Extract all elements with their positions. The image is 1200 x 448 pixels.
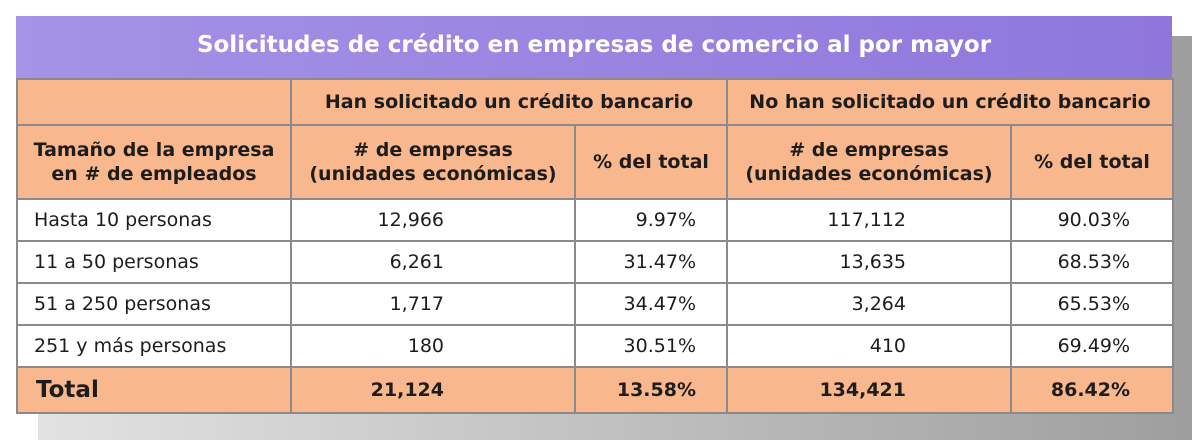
- column-header-requested-pct: % del total: [574, 124, 728, 200]
- table-row: Hasta 10 personas 12,966 9.97% 117,112 9…: [16, 198, 1175, 242]
- requested-pct-cell: 31.47%: [574, 240, 728, 284]
- group-header-not-requested: No han solicitado un crédito bancario: [725, 78, 1175, 126]
- requested-count-cell: 12,966: [290, 198, 576, 242]
- count-header-line2: (unidades económicas): [745, 163, 993, 185]
- table-row: 51 a 250 personas 1,717 34.47% 3,264 65.…: [16, 282, 1175, 326]
- table-row: 251 y más personas 180 30.51% 410 69.49%: [16, 324, 1175, 368]
- total-not-requested-pct: 86.42%: [1009, 366, 1175, 414]
- requested-pct-cell: 34.47%: [574, 282, 728, 326]
- total-requested-count: 21,124: [290, 366, 576, 414]
- requested-count-cell: 1,717: [290, 282, 576, 326]
- credit-requests-table: Han solicitado un crédito bancario No ha…: [16, 78, 1175, 414]
- total-requested-pct: 13.58%: [574, 366, 728, 414]
- requested-pct-cell: 9.97%: [574, 198, 728, 242]
- count-header-line1: # de empresas: [353, 139, 513, 161]
- group-header-requested: Han solicitado un crédito bancario: [290, 78, 728, 126]
- company-size-header-line1: Tamaño de la empresa: [33, 139, 275, 161]
- total-not-requested-count: 134,421: [726, 366, 1012, 414]
- table-row: 11 a 50 personas 6,261 31.47% 13,635 68.…: [16, 240, 1175, 284]
- count-header-line1: # de empresas: [789, 139, 949, 161]
- not-requested-pct-cell: 90.03%: [1009, 198, 1175, 242]
- group-header-row: Han solicitado un crédito bancario No ha…: [16, 78, 1175, 126]
- column-header-row: Tamaño de la empresa en # de empleados #…: [16, 124, 1175, 200]
- table-title: Solicitudes de crédito en empresas de co…: [16, 16, 1172, 78]
- requested-count-cell: 180: [290, 324, 576, 368]
- not-requested-count-cell: 13,635: [726, 240, 1012, 284]
- not-requested-count-cell: 410: [726, 324, 1012, 368]
- column-header-not-requested-count: # de empresas (unidades económicas): [726, 124, 1012, 200]
- not-requested-count-cell: 3,264: [726, 282, 1012, 326]
- requested-pct-cell: 30.51%: [574, 324, 728, 368]
- company-size-header-line2: en # de empleados: [51, 163, 257, 185]
- total-label: Total: [16, 366, 292, 414]
- company-size-cell: Hasta 10 personas: [16, 198, 292, 242]
- company-size-cell: 251 y más personas: [16, 324, 292, 368]
- not-requested-pct-cell: 65.53%: [1009, 282, 1175, 326]
- not-requested-pct-cell: 69.49%: [1009, 324, 1175, 368]
- column-header-company-size: Tamaño de la empresa en # de empleados: [16, 124, 292, 200]
- requested-count-cell: 6,261: [290, 240, 576, 284]
- count-header-line2: (unidades económicas): [309, 163, 557, 185]
- column-header-requested-count: # de empresas (unidades económicas): [290, 124, 576, 200]
- total-row: Total 21,124 13.58% 134,421 86.42%: [16, 366, 1175, 414]
- not-requested-count-cell: 117,112: [726, 198, 1012, 242]
- company-size-cell: 11 a 50 personas: [16, 240, 292, 284]
- column-header-not-requested-pct: % del total: [1009, 124, 1175, 200]
- company-size-cell: 51 a 250 personas: [16, 282, 292, 326]
- not-requested-pct-cell: 68.53%: [1009, 240, 1175, 284]
- header-empty-cell: [16, 78, 292, 126]
